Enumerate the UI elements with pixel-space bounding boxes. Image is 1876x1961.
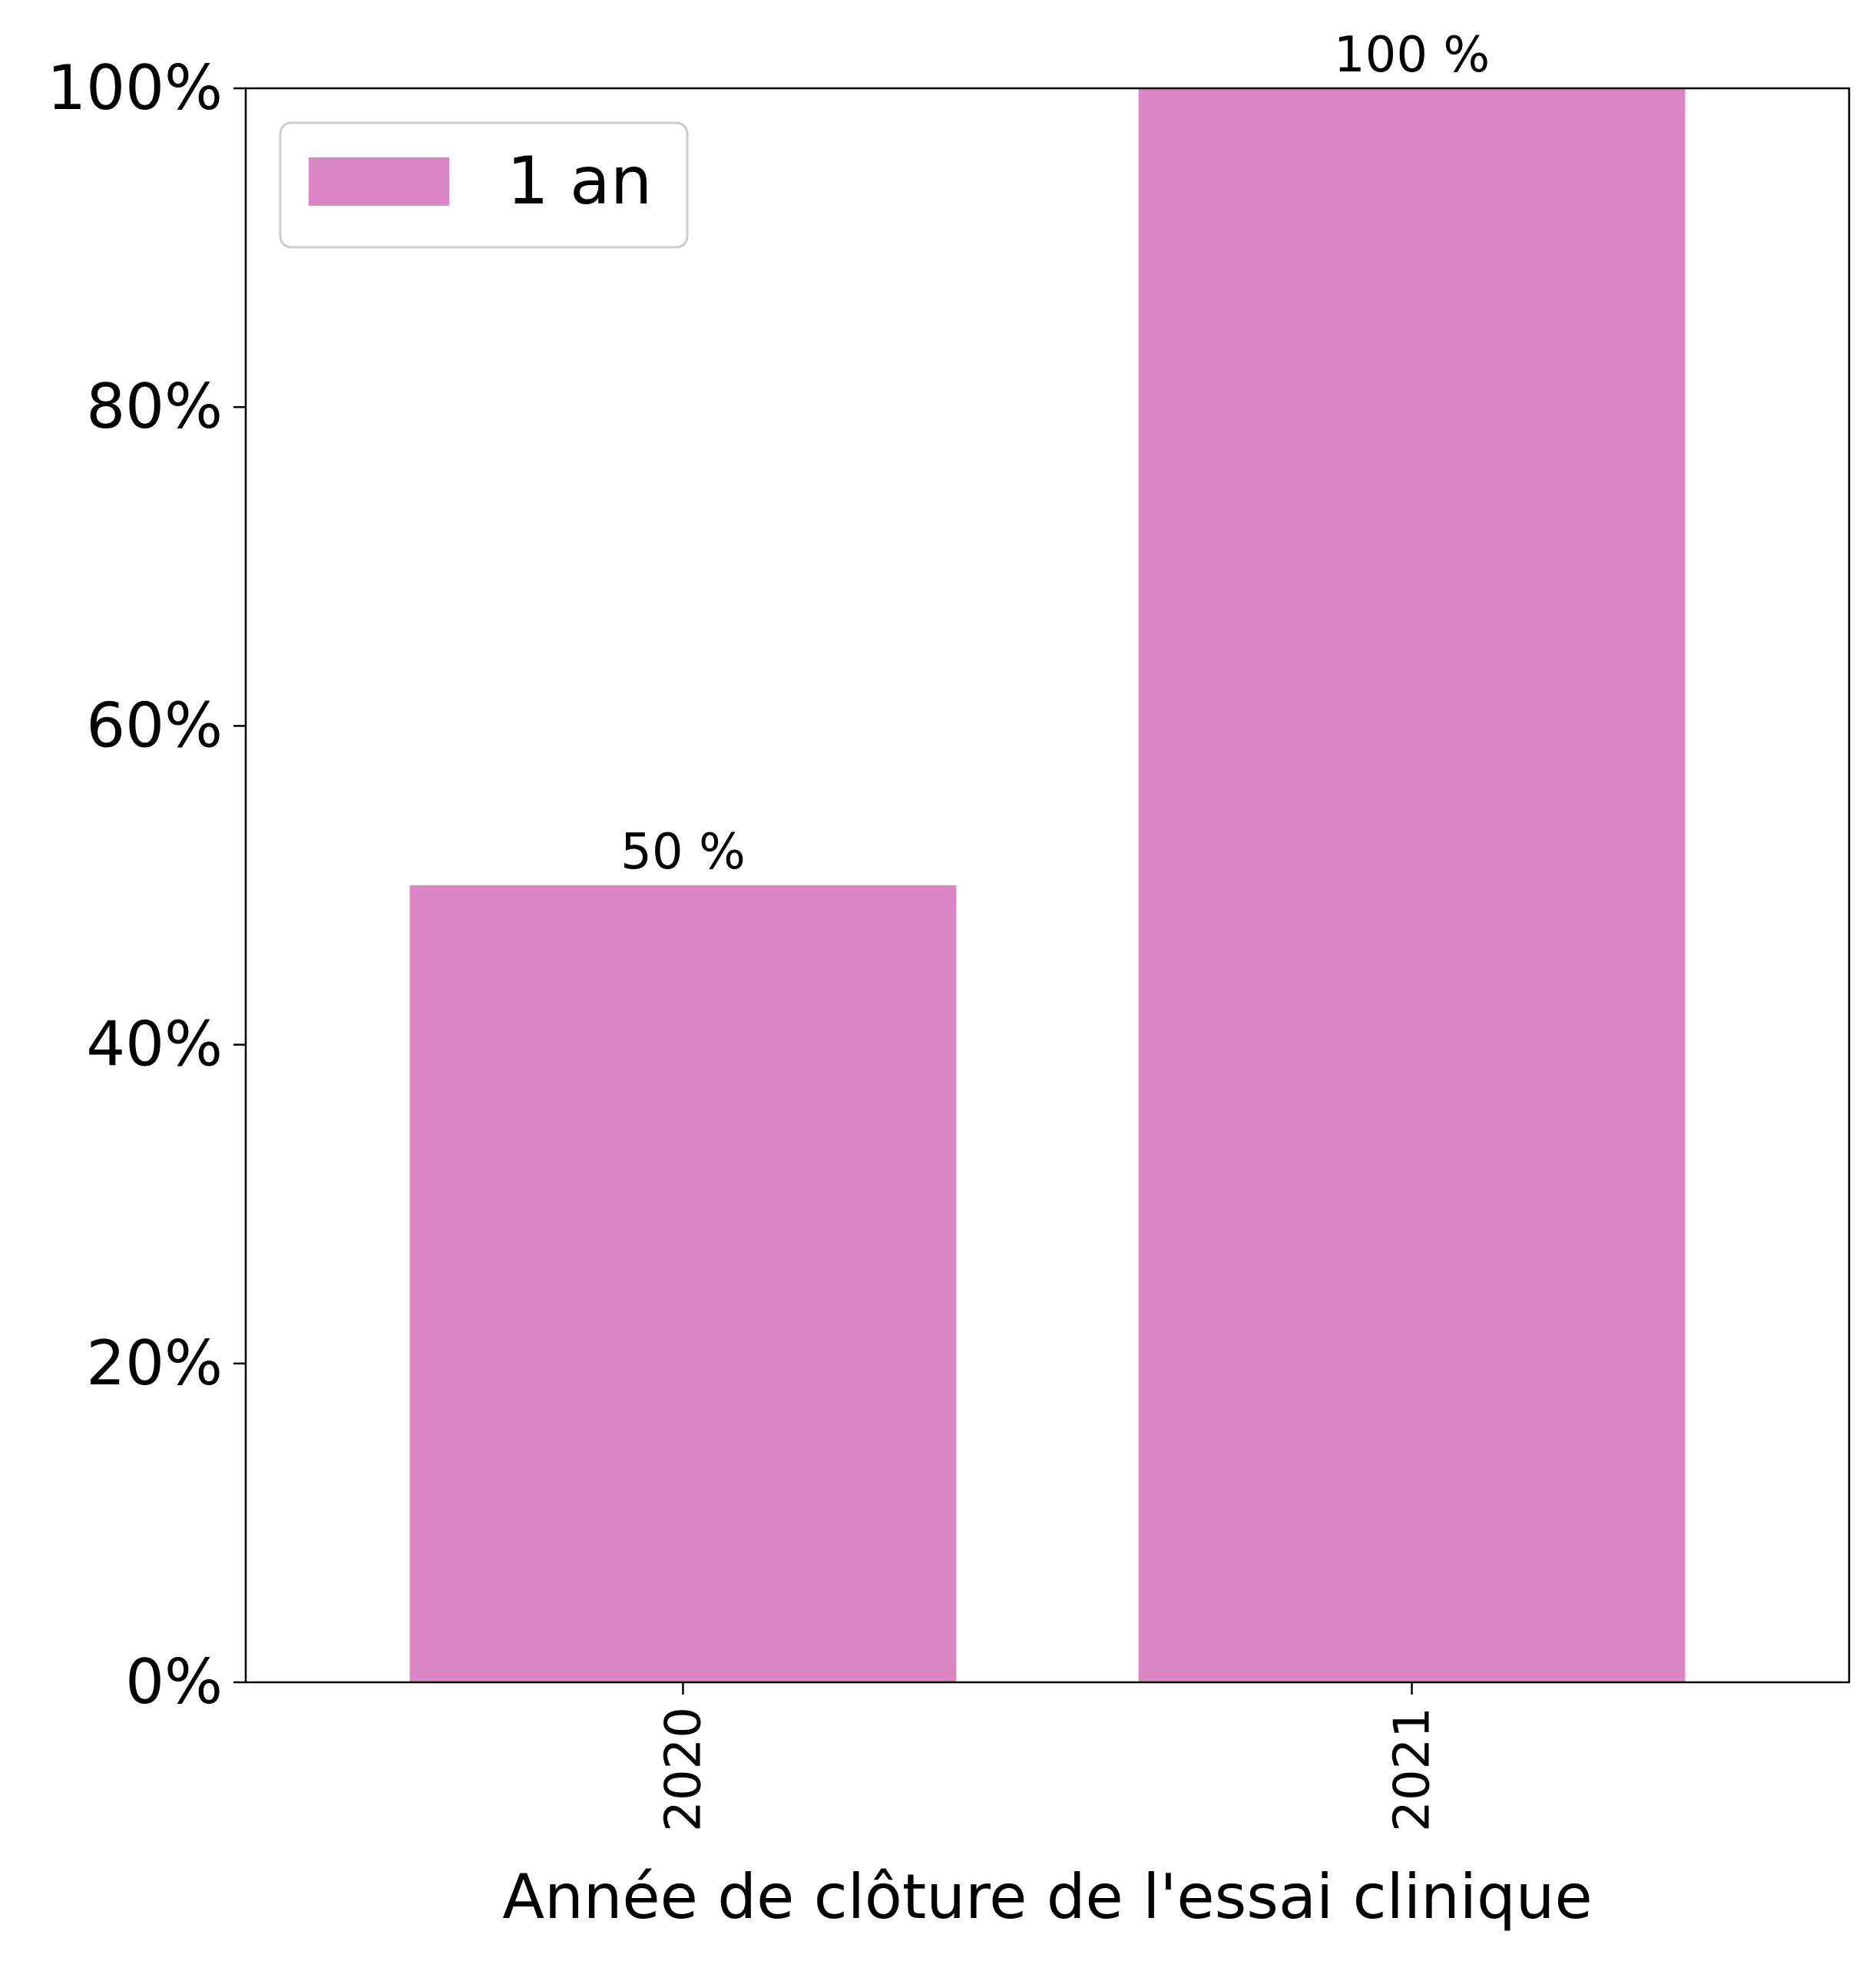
plot-frame bbox=[244, 87, 1851, 1684]
bar-2020 bbox=[409, 885, 957, 1682]
data-labels-layer: 50 % 100 % bbox=[620, 27, 1490, 881]
y-tick-label: 40% bbox=[86, 1009, 223, 1080]
y-tick-label: 20% bbox=[86, 1328, 223, 1399]
legend-swatch bbox=[309, 157, 449, 206]
legend: 1 an bbox=[279, 121, 689, 249]
data-label-2021: 100 % bbox=[1334, 27, 1490, 84]
legend-box bbox=[279, 121, 689, 249]
y-tick-label: 0% bbox=[125, 1646, 223, 1718]
y-tick-label: 100% bbox=[47, 52, 223, 124]
x-axis-title: Année de clôture de l'essai clinique bbox=[502, 1861, 1592, 1933]
legend-label: 1 an bbox=[507, 143, 652, 220]
y-tick-label: 80% bbox=[86, 371, 223, 442]
bars-layer bbox=[409, 88, 1686, 1682]
x-tick-label-2021: 2021 bbox=[1385, 1707, 1441, 1832]
bar-2021 bbox=[1138, 88, 1686, 1682]
x-axis: 2020 2021 bbox=[655, 1682, 1441, 1832]
y-tick-label: 60% bbox=[86, 689, 223, 761]
x-tick-label-2020: 2020 bbox=[655, 1707, 712, 1832]
y-axis: 0% 20% 40% 60% 80% 100% bbox=[47, 52, 246, 1718]
data-label-2020: 50 % bbox=[620, 824, 746, 881]
